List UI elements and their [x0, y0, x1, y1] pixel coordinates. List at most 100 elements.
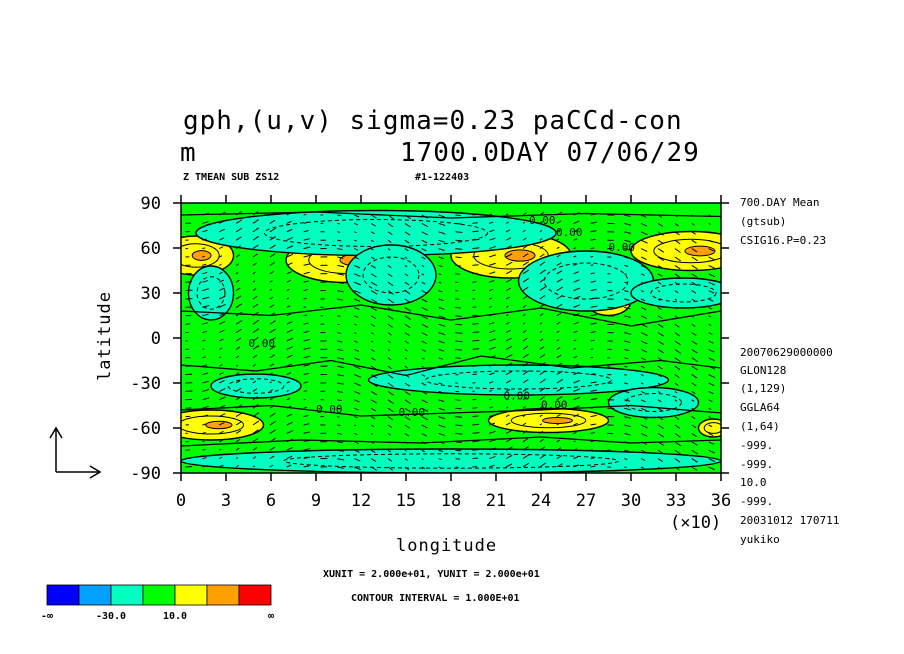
wind-vector: [286, 220, 292, 224]
wind-vector: [235, 254, 241, 258]
wind-vector: [303, 381, 309, 384]
wind-vector: [252, 388, 258, 392]
wind-vector: [404, 357, 408, 360]
wind-vector: [370, 449, 376, 454]
wind-vector: [674, 416, 680, 420]
wind-vector: [657, 432, 665, 438]
wind-vector: [438, 248, 445, 252]
wind-vector: [522, 379, 529, 384]
wind-vector: [337, 248, 343, 251]
region-inner-contour-12: [227, 378, 285, 394]
wind-vector: [556, 370, 563, 376]
region-negative-9: [345, 244, 437, 306]
wind-vector: [337, 281, 345, 285]
wind-vector: [573, 339, 577, 342]
wind-vector: [286, 381, 290, 384]
wind-vector: [219, 287, 225, 292]
wind-vector: [573, 422, 578, 426]
wind-vector: [354, 323, 358, 326]
wind-vector: [539, 396, 545, 401]
wind-vector: [404, 407, 411, 413]
wind-vector: [640, 256, 647, 260]
wind-vector: [505, 245, 512, 250]
wind-vector: [354, 281, 361, 286]
wind-vector: [472, 457, 479, 460]
wind-vector: [691, 390, 696, 395]
wind-vector: [522, 387, 528, 392]
wind-vector: [235, 456, 239, 460]
wind-vector: [404, 239, 410, 244]
y-tick-label: -90: [130, 464, 161, 484]
wind-vector: [573, 279, 580, 283]
wind-vector: [235, 429, 242, 434]
wind-vector: [286, 329, 294, 334]
wind-vector: [573, 440, 576, 443]
wind-vector: [640, 466, 645, 469]
wind-vector: [708, 273, 716, 278]
wind-vector: [354, 458, 361, 462]
wind-vector: [624, 214, 631, 218]
wind-vector: [269, 262, 275, 266]
wind-vector: [522, 269, 530, 275]
wind-vector: [235, 219, 243, 224]
wind-vector: [219, 347, 223, 350]
wind-vector: [674, 390, 678, 394]
wind-vector: [438, 315, 446, 319]
wind-vector: [235, 227, 243, 233]
wind-vector: [354, 248, 359, 251]
wind-vector: [624, 264, 629, 267]
wind-vector: [235, 337, 242, 342]
wind-vector: [370, 231, 375, 235]
wind-vector: [370, 374, 378, 379]
wind-vector: [489, 372, 495, 376]
wind-vector: [472, 255, 480, 258]
wind-vector: [235, 346, 241, 350]
wind-vector: [556, 229, 561, 233]
wind-vector: [202, 322, 208, 325]
wind-vector: [370, 458, 377, 462]
wind-vector: [269, 389, 274, 392]
region-core-2: [504, 249, 536, 262]
wind-vector: [252, 253, 258, 258]
wind-vector: [235, 272, 239, 275]
wind-vector: [640, 281, 644, 284]
wind-vector: [202, 456, 207, 460]
wind-vector: [235, 412, 243, 418]
contour-label: 0.00: [609, 241, 636, 254]
wind-vector: [202, 247, 206, 250]
wind-vector: [539, 454, 546, 460]
wind-vector: [472, 432, 480, 434]
wind-vector: [522, 237, 527, 241]
wind-vector: [303, 263, 311, 266]
side-meta-6: -999.: [740, 458, 774, 471]
wind-vector: [624, 222, 632, 226]
wind-vector: [539, 322, 543, 325]
wind-vector: [337, 407, 341, 410]
wind-vector: [354, 239, 357, 242]
wind-vector: [219, 422, 225, 426]
wind-vector: [640, 264, 646, 268]
wind-vector: [286, 354, 293, 359]
wind-vector: [708, 357, 715, 362]
wind-vector: [337, 222, 341, 225]
wind-vector: [674, 348, 681, 354]
wind-vector: [505, 213, 509, 216]
wind-vector: [489, 398, 492, 401]
wind-vector: [472, 440, 480, 443]
colorbar-swatch: [78, 584, 112, 606]
wind-vector: [252, 429, 259, 434]
wind-vector: [556, 379, 564, 384]
wind-vector: [286, 464, 292, 468]
wind-vector: [421, 290, 427, 294]
side-meta-7: 10.0: [740, 476, 767, 489]
wind-vector: [219, 246, 224, 250]
wind-vector: [202, 280, 209, 283]
wind-vector: [286, 413, 293, 418]
wind-vector: [202, 414, 209, 418]
wind-vector: [708, 340, 714, 344]
wind-vector: [219, 228, 226, 233]
wind-vector: [370, 399, 377, 404]
wind-vector: [472, 264, 479, 266]
wind-vector: [303, 254, 311, 258]
wind-vector: [539, 446, 546, 451]
